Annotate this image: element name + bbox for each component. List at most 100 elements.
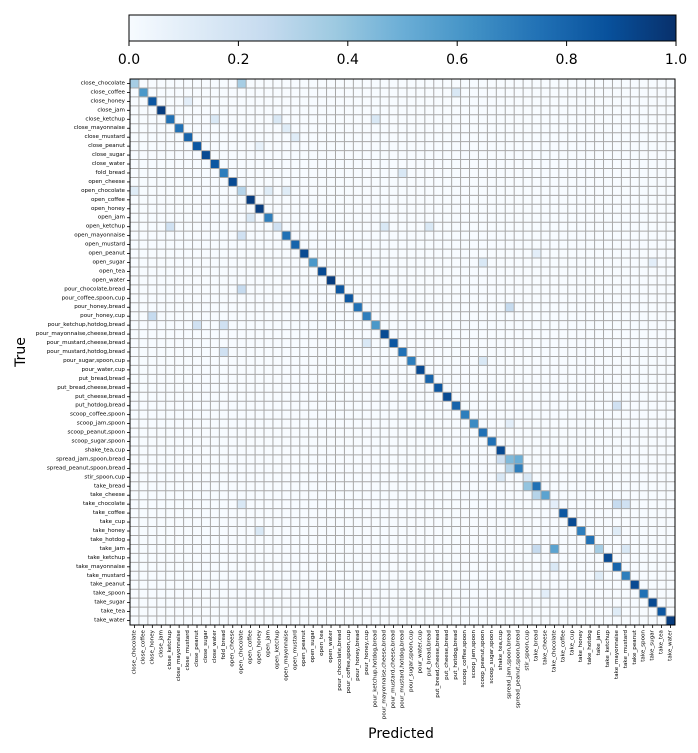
y-tick-label: open_sugar <box>93 259 126 265</box>
y-tick-label: open_jam <box>98 215 125 221</box>
x-tick-label: pour_chocolate,bread <box>337 630 343 691</box>
x-tick-label: fold_bread <box>221 630 227 660</box>
x-tick-label: close_mustard <box>185 630 191 671</box>
y-tick-label: take_bread <box>94 483 125 489</box>
x-tick-label: take_mayonnaise <box>614 629 620 678</box>
y-tick-label: pour_mayonnaise,cheese,bread <box>36 331 126 337</box>
x-tick-label: scoop_peanut,spoon <box>480 630 486 688</box>
matrix-cell <box>147 311 158 321</box>
x-tick-label: scoop_sugar,spoon <box>489 630 495 684</box>
x-tick-label: take_cheese <box>542 629 548 664</box>
matrix-cell <box>532 249 542 259</box>
y-tick-label: take_mustard <box>87 573 126 579</box>
matrix-cell <box>210 159 220 169</box>
x-tick-label: open_ketchup <box>274 630 280 670</box>
matrix-cell <box>237 499 247 509</box>
x-tick-label: shake_tea,cup <box>498 630 504 671</box>
matrix-cell <box>255 141 265 151</box>
matrix-cell <box>442 392 452 402</box>
x-tick-label: open_honey <box>257 629 263 664</box>
y-tick-label: take_honey <box>93 528 126 534</box>
y-tick-label: take_chocolate <box>83 501 126 507</box>
matrix-cell <box>612 499 622 509</box>
y-tick-label: open_water <box>92 277 125 283</box>
matrix-cell <box>281 231 292 241</box>
x-tick-label: take_spoon <box>641 630 647 662</box>
y-tick-label: spread_peanut,spoon,bread <box>47 465 126 471</box>
x-tick-label: stir_spoon,cup <box>525 630 531 671</box>
matrix-cell <box>451 401 461 411</box>
y-tick-label: close_honey <box>91 98 126 104</box>
y-tick-label: pour_mustard,hotdog,bread <box>47 349 126 355</box>
matrix-cell <box>264 213 274 223</box>
x-tick-labels: close_chocolate close_coffee close_honey cl… <box>131 625 674 719</box>
matrix-cell <box>496 454 506 465</box>
y-tick-label: scoop_jam,spoon <box>77 421 126 427</box>
matrix-cell <box>281 123 292 133</box>
y-tick-label: close_coffee <box>91 89 126 95</box>
y-tick-label: open_mayonnaise <box>74 233 125 239</box>
matrix-cell <box>612 607 622 617</box>
x-tick-label: open_coffee <box>248 629 254 664</box>
matrix-cell <box>406 356 417 366</box>
matrix-cell <box>549 499 560 509</box>
y-tick-label: pour_chocolate,bread <box>64 286 125 292</box>
x-tick-label: open_peanut <box>301 629 307 666</box>
x-tick-label: close_peanut <box>194 629 200 667</box>
matrix-cell <box>487 437 497 447</box>
y-tick-label: close_peanut <box>88 143 126 149</box>
y-tick-label: close_chocolate <box>81 80 126 86</box>
matrix-cells <box>130 79 676 626</box>
matrix-cell <box>549 562 560 572</box>
y-tick-label: open_mustard <box>85 242 125 248</box>
x-tick-label: close_jam <box>158 630 164 658</box>
x-tick-label: take_sugar <box>650 629 656 660</box>
matrix-cell <box>460 410 470 420</box>
matrix-cell <box>630 580 640 590</box>
matrix-cell <box>478 258 488 268</box>
y-tick-label: scoop_sugar,spoon <box>71 439 125 445</box>
x-tick-label: pour_mustard,hotdog,bread <box>400 630 406 709</box>
matrix-cell <box>130 79 140 89</box>
x-tick-label: take_coffee <box>560 629 566 662</box>
matrix-cell <box>424 374 434 384</box>
matrix-cell <box>389 338 399 348</box>
matrix-cell <box>272 222 283 232</box>
matrix-cell <box>469 419 479 429</box>
y-tick-label: fold_bread <box>96 170 126 176</box>
matrix-cell <box>353 302 363 312</box>
matrix-cell <box>532 481 542 491</box>
matrix-cell <box>532 490 542 500</box>
y-tick-label: close_jam <box>97 107 125 113</box>
colorbar-tick-label: 0.4 <box>337 52 359 68</box>
matrix-cell <box>281 186 292 196</box>
matrix-cell <box>621 544 631 554</box>
matrix-cell <box>147 96 158 107</box>
x-tick-label: close_coffee <box>140 629 146 664</box>
matrix-cell <box>183 132 193 142</box>
x-tick-label: open_mustard <box>292 630 298 670</box>
y-tick-label: open_peanut <box>89 251 126 257</box>
matrix-cell <box>156 105 166 116</box>
matrix-cell <box>219 320 229 330</box>
y-tick-label: take_peanut <box>90 582 125 588</box>
x-tick-label: put_bread,cheese,bread <box>435 630 441 698</box>
y-tick-label: pour_sugar,spoon,cup <box>63 358 125 364</box>
matrix-cell <box>317 266 327 277</box>
matrix-cell <box>174 123 184 133</box>
matrix-cell <box>380 329 390 339</box>
matrix-cell <box>344 293 354 303</box>
y-tick-label: spread_jam,spoon,bread <box>56 456 125 462</box>
colorbar-tick-label: 0.8 <box>555 52 577 68</box>
y-tick-label: close_ketchup <box>85 116 125 122</box>
matrix-cell <box>567 517 577 527</box>
matrix-cell <box>290 240 300 250</box>
matrix-cell <box>523 481 533 491</box>
x-tick-label: put_cheese,bread <box>444 630 450 680</box>
matrix-cell <box>514 463 524 474</box>
matrix-cell <box>165 114 175 124</box>
x-tick-label: take_mustard <box>623 630 629 669</box>
matrix-cell <box>594 571 604 581</box>
matrix-cell <box>540 589 551 599</box>
